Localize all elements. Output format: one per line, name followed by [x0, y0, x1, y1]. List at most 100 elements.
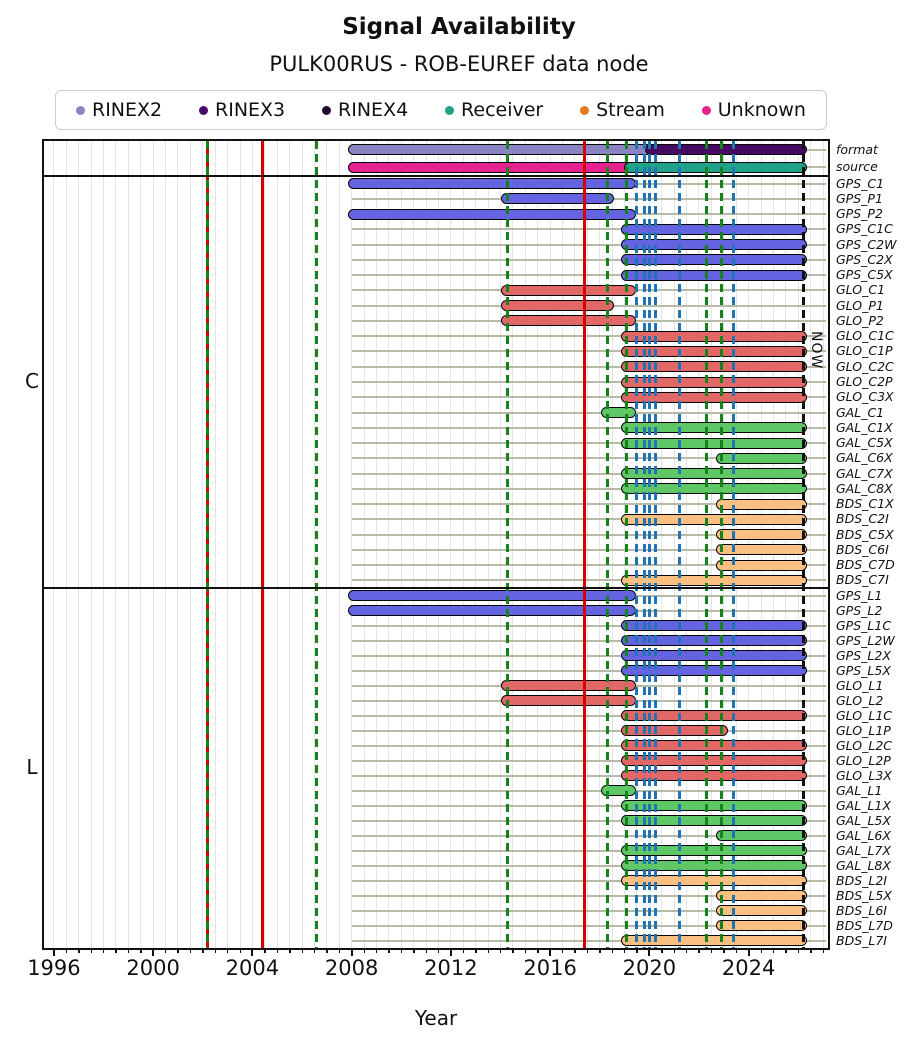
grid-line [375, 141, 377, 948]
x-axis-minor-tick [115, 948, 117, 953]
grid-line [239, 141, 241, 948]
row-label-gal_c7x: GAL_C7X [836, 465, 893, 481]
event-line-dashed-2273b5 [654, 141, 658, 948]
row-label-gps_p2: GPS_P2 [836, 206, 883, 222]
event-line-dashed-2273b5 [642, 141, 646, 948]
x-tick-label-2020: 2020 [622, 956, 677, 980]
x-axis-minor-tick [810, 948, 812, 953]
legend-label: Unknown [717, 99, 806, 121]
row-label-gal_c8x: GAL_C8X [836, 480, 893, 496]
grid-line [400, 141, 402, 948]
x-axis-major-tick [747, 948, 750, 956]
x-axis-minor-tick [661, 948, 663, 953]
x-tick-label-2024: 2024 [721, 956, 776, 980]
event-line-dashed-15831c [624, 141, 628, 948]
row-label-gps_l2x: GPS_L2X [836, 647, 891, 663]
row-label-glo_l1p: GLO_L1P [836, 722, 891, 738]
x-tick-label-2008: 2008 [324, 956, 379, 980]
x-axis-minor-tick [462, 948, 465, 953]
row-label-gps_l2: GPS_L2 [836, 602, 883, 618]
bar-gps_p2 [347, 208, 636, 220]
legend-dot-rinex4 [322, 105, 332, 115]
grid-line [450, 141, 452, 948]
row-track [351, 624, 826, 627]
legend-dot-receiver [445, 105, 455, 115]
legend-label: Stream [596, 99, 665, 121]
bar-gal_l7x [620, 845, 808, 856]
legend-item-rinex2: RINEX2 [76, 99, 162, 121]
row-label-gal_c1x: GAL_C1X [836, 419, 893, 435]
grid-line [661, 141, 663, 948]
row-track [351, 518, 826, 521]
row-track [351, 864, 826, 867]
bar-gal_c6x [716, 452, 808, 464]
x-axis-minor-tick [512, 948, 514, 953]
grid-line [562, 141, 564, 948]
x-axis-minor-tick [797, 948, 800, 953]
x-tick-label-2012: 2012 [424, 956, 478, 980]
x-axis-minor-tick [562, 948, 564, 953]
bar-glo_l2p [620, 755, 808, 766]
bar-glo_c1 [501, 284, 636, 296]
x-axis-minor-tick [413, 948, 415, 953]
grid-line [611, 141, 613, 948]
x-axis-minor-tick [363, 948, 365, 953]
row-track [351, 669, 826, 672]
row-label-gps_l2w: GPS_L2W [836, 632, 895, 648]
x-axis-minor-tick [599, 948, 601, 953]
legend-dot-unknown [701, 105, 711, 115]
grid-line [351, 141, 353, 948]
section-label-l: L [26, 755, 38, 779]
bar-glo_c1p [620, 345, 808, 357]
row-label-bds_c7d: BDS_C7D [836, 557, 895, 573]
grid-line [673, 141, 675, 948]
x-axis-minor-tick [301, 948, 303, 953]
legend-dot-rinex3 [199, 105, 209, 115]
plot-area [42, 139, 830, 950]
section-label-c: C [25, 369, 39, 393]
row-track [351, 849, 826, 852]
row-track [351, 834, 826, 837]
grid-line [710, 141, 712, 948]
x-axis-minor-tick [375, 948, 378, 953]
bar-gal_l8x [620, 860, 808, 871]
grid-line [537, 141, 539, 948]
row-label-bds_l2i: BDS_L2I [836, 872, 887, 888]
x-axis-minor-tick [785, 948, 787, 953]
row-track [351, 744, 826, 747]
row-label-gal_l6x: GAL_L6X [836, 827, 891, 843]
x-axis-minor-tick [202, 948, 204, 953]
x-axis-minor-tick [189, 948, 192, 953]
bar-glo_c1c [620, 330, 808, 342]
row-label-gps_c1c: GPS_C1C [836, 221, 893, 237]
legend-item-rinex4: RINEX4 [322, 99, 408, 121]
bar-bds_l7i [620, 935, 808, 946]
bar-glo_p1 [501, 300, 614, 312]
x-axis-minor-tick [487, 948, 489, 953]
x-axis-minor-tick [524, 948, 527, 953]
row-label-gal_l1: GAL_L1 [836, 782, 883, 798]
row-track [351, 350, 826, 353]
row-track [351, 894, 826, 897]
grid-line [165, 141, 167, 948]
row-track [351, 258, 826, 261]
bar-bds_c7i [620, 574, 808, 586]
row-label-bds_l7i: BDS_L7I [836, 932, 887, 948]
bar-gal_c5x [620, 437, 808, 449]
x-axis-minor-tick [586, 948, 589, 953]
x-axis-minor-tick [537, 948, 539, 953]
bar-bds_c5x [716, 529, 808, 541]
event-line-dashed-15831c [605, 141, 609, 948]
x-axis-minor-tick [636, 948, 638, 953]
legend-label: Receiver [461, 99, 544, 121]
row-label-format: format [836, 141, 878, 157]
row-label-bds_l7d: BDS_L7D [836, 917, 893, 933]
row-label-glo_c1c: GLO_C1C [836, 328, 894, 344]
row-label-gal_l5x: GAL_L5X [836, 812, 891, 828]
row-track [351, 579, 826, 582]
bar-format [645, 144, 808, 156]
row-track [351, 533, 826, 536]
x-axis-minor-tick [227, 948, 229, 953]
row-track [351, 472, 826, 475]
